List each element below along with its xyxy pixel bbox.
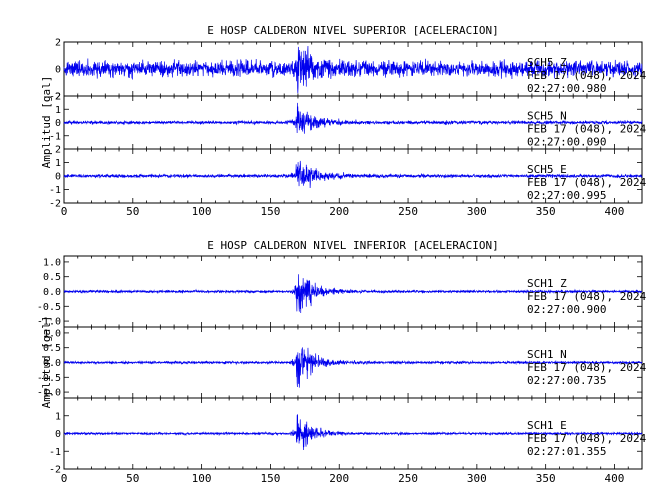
x-tick-label: 250	[398, 472, 418, 485]
y-tick-label: 2	[55, 145, 61, 156]
y-tick-label: 1.0	[43, 257, 61, 268]
y-tick-label: -0.5	[37, 302, 61, 313]
waveform-sch1-e	[63, 414, 643, 450]
x-tick-label: 400	[605, 472, 625, 485]
channel-time: 02:27:01.355	[527, 445, 606, 458]
y-axis-label: Amplitud [gal]	[40, 76, 53, 169]
x-tick-label: 100	[192, 472, 212, 485]
x-tick-label: 350	[536, 472, 556, 485]
channel-date: FEB 17 (048), 2024	[527, 290, 647, 303]
waveform-sch1-n	[63, 347, 643, 388]
x-tick-label: 0	[61, 205, 68, 218]
y-tick-label: 0	[55, 172, 61, 183]
x-tick-label: 200	[329, 472, 349, 485]
channel-label: SCH1 Z	[527, 277, 567, 290]
x-tick-label: 50	[126, 472, 139, 485]
x-tick-label: 0	[61, 472, 68, 485]
waveform-sch5-e	[63, 160, 643, 188]
y-tick-label: 0	[55, 65, 61, 76]
y-tick-label: 0.5	[43, 343, 61, 354]
y-tick-label: -2	[49, 199, 61, 210]
channel-date: FEB 17 (048), 2024	[527, 176, 647, 189]
y-tick-label: 0	[55, 429, 61, 440]
y-tick-label: -1.0	[37, 317, 61, 328]
y-tick-label: 0.0	[43, 358, 61, 369]
y-tick-label: 0.5	[43, 272, 61, 283]
x-tick-label: 300	[467, 205, 487, 218]
channel-label: SCH1 E	[527, 419, 567, 432]
y-tick-label: 2	[55, 38, 61, 49]
y-tick-label: -2	[49, 465, 61, 476]
x-tick-label: 150	[260, 205, 280, 218]
chart-inferior: E HOSP CALDERON NIVEL INFERIOR [ACELERAC…	[37, 239, 647, 485]
channel-date: FEB 17 (048), 2024	[527, 122, 647, 135]
channel-label: SCH5 E	[527, 163, 567, 176]
channel-time: 02:27:00.900	[527, 303, 606, 316]
y-tick-label: 1.0	[43, 328, 61, 339]
y-tick-label: 1	[55, 105, 61, 116]
channel-date: FEB 17 (048), 2024	[527, 69, 647, 82]
chart-superior: E HOSP CALDERON NIVEL SUPERIOR [ACELERAC…	[40, 24, 647, 218]
y-tick-label: 1	[55, 411, 61, 422]
y-tick-label: -1.0	[37, 388, 61, 399]
channel-label: SCH5 N	[527, 109, 567, 122]
y-tick-label: -2	[49, 92, 61, 103]
x-tick-label: 300	[467, 472, 487, 485]
y-tick-label: 2	[55, 92, 61, 103]
channel-date: FEB 17 (048), 2024	[527, 361, 647, 374]
x-tick-label: 150	[260, 472, 280, 485]
channel-label: SCH1 N	[527, 348, 567, 361]
channel-label: SCH5 Z	[527, 56, 567, 69]
x-tick-label: 100	[192, 205, 212, 218]
y-tick-label: -1	[49, 447, 61, 458]
y-tick-label: -0.5	[37, 373, 61, 384]
channel-time: 02:27:00.980	[527, 82, 606, 95]
chart-title: E HOSP CALDERON NIVEL SUPERIOR [ACELERAC…	[207, 24, 498, 37]
x-tick-label: 400	[605, 205, 625, 218]
waveform-sch5-z	[63, 46, 643, 94]
x-tick-label: 50	[126, 205, 139, 218]
y-axis-label: Amplitud [gal]	[40, 316, 53, 409]
x-tick-label: 200	[329, 205, 349, 218]
channel-time: 02:27:00.995	[527, 189, 606, 202]
x-tick-label: 350	[536, 205, 556, 218]
channel-time: 02:27:00.090	[527, 135, 606, 148]
waveform-sch1-z	[63, 274, 643, 313]
y-tick-label: 0.0	[43, 287, 61, 298]
y-tick-label: -1	[49, 185, 61, 196]
y-tick-label: -1	[49, 131, 61, 142]
x-tick-label: 250	[398, 205, 418, 218]
channel-date: FEB 17 (048), 2024	[527, 432, 647, 445]
y-tick-label: 1	[55, 158, 61, 169]
chart-title: E HOSP CALDERON NIVEL INFERIOR [ACELERAC…	[207, 239, 498, 252]
y-tick-label: 0	[55, 118, 61, 129]
waveform-sch5-n	[63, 102, 643, 134]
channel-time: 02:27:00.735	[527, 374, 606, 387]
